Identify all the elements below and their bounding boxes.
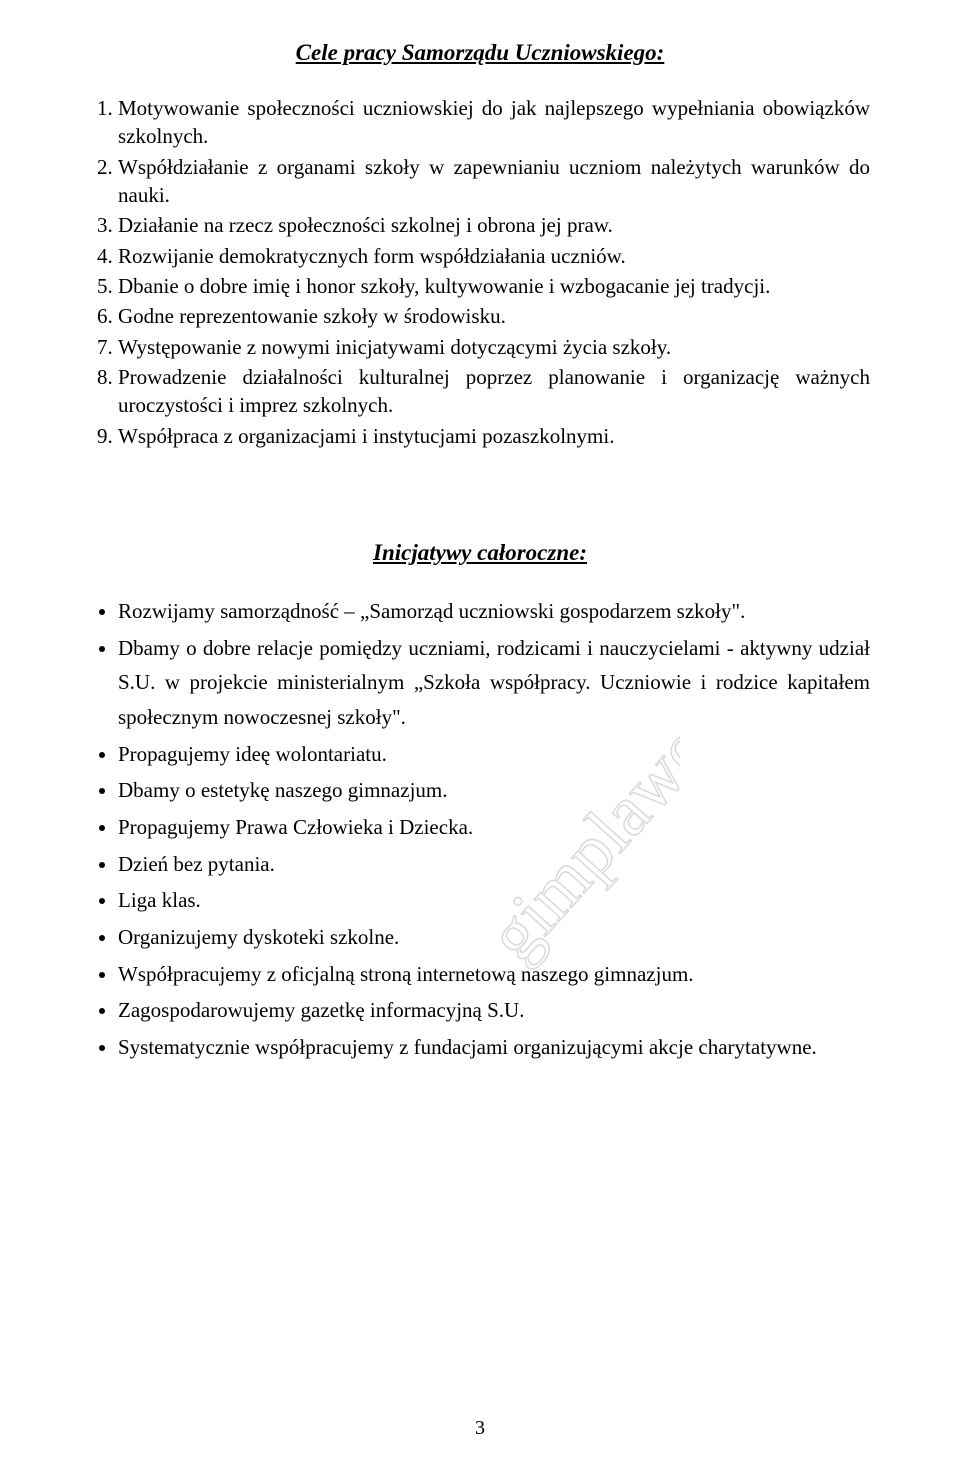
- list-item: Systematycznie współpracujemy z fundacja…: [118, 1030, 870, 1065]
- list-item: Współdziałanie z organami szkoły w zapew…: [118, 153, 870, 210]
- list-item: Motywowanie społeczności uczniowskiej do…: [118, 94, 870, 151]
- list-item: Liga klas.: [118, 883, 870, 918]
- list-item: Propagujemy Prawa Człowieka i Dziecka.: [118, 810, 870, 845]
- goals-list: Motywowanie społeczności uczniowskiej do…: [90, 94, 870, 450]
- page-number: 3: [0, 1417, 960, 1440]
- list-item: Propagujemy ideę wolontariatu.: [118, 737, 870, 772]
- list-item: Organizujemy dyskoteki szkolne.: [118, 920, 870, 955]
- list-item: Współpracujemy z oficjalną stroną intern…: [118, 957, 870, 992]
- list-item: Występowanie z nowymi inicjatywami dotyc…: [118, 333, 870, 361]
- list-item: Zagospodarowujemy gazetkę informacyjną S…: [118, 993, 870, 1028]
- page-content: Cele pracy Samorządu Uczniowskiego: Moty…: [90, 40, 870, 1064]
- list-item: Rozwijamy samorządność – „Samorząd uczni…: [118, 594, 870, 629]
- initiatives-list: Rozwijamy samorządność – „Samorząd uczni…: [90, 594, 870, 1064]
- list-item: Rozwijanie demokratycznych form współdzi…: [118, 242, 870, 270]
- list-item: Dbanie o dobre imię i honor szkoły, kult…: [118, 272, 870, 300]
- document-page: gimplawo.pl Cele pracy Samorządu Uczniow…: [0, 0, 960, 1470]
- list-item: Prowadzenie działalności kulturalnej pop…: [118, 363, 870, 420]
- list-item: Dzień bez pytania.: [118, 847, 870, 882]
- list-item: Dbamy o estetykę naszego gimnazjum.: [118, 773, 870, 808]
- section-heading-initiatives: Inicjatywy całoroczne:: [90, 540, 870, 566]
- section-heading-goals: Cele pracy Samorządu Uczniowskiego:: [90, 40, 870, 66]
- list-item: Działanie na rzecz społeczności szkolnej…: [118, 211, 870, 239]
- list-item: Współpraca z organizacjami i instytucjam…: [118, 422, 870, 450]
- list-item: Godne reprezentowanie szkoły w środowisk…: [118, 302, 870, 330]
- list-item: Dbamy o dobre relacje pomiędzy uczniami,…: [118, 631, 870, 735]
